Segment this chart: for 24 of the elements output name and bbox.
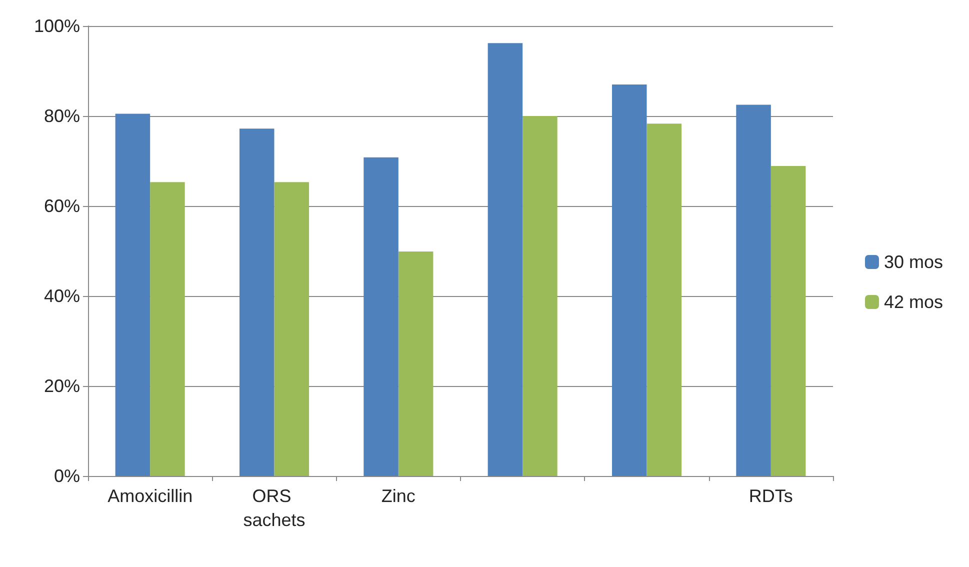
bar (770, 166, 806, 476)
bar (364, 157, 398, 476)
x-tick-label: RDTs (748, 486, 793, 506)
legend-label: 30 mos (884, 252, 944, 272)
bar (274, 182, 310, 476)
bar (239, 128, 274, 476)
x-tick-label: Amoxicillin (108, 486, 193, 506)
y-tick-label: 40% (44, 286, 80, 306)
legend-label: 42 mos (884, 292, 944, 312)
bar (736, 104, 771, 476)
y-tick-label: 60% (44, 196, 80, 216)
bar (612, 84, 647, 476)
bar (115, 114, 150, 476)
y-tick-label: 80% (44, 106, 80, 126)
bar (646, 124, 682, 476)
y-tick-label: 20% (44, 376, 80, 396)
x-tick-label: ORS sachets (243, 486, 306, 530)
bar (488, 43, 523, 476)
x-tick-label: Zinc (381, 486, 416, 506)
bar (522, 116, 558, 476)
bar (398, 251, 434, 476)
y-tick-label: 0% (54, 466, 80, 486)
y-tick-label: 100% (34, 16, 80, 36)
bar (150, 182, 185, 476)
